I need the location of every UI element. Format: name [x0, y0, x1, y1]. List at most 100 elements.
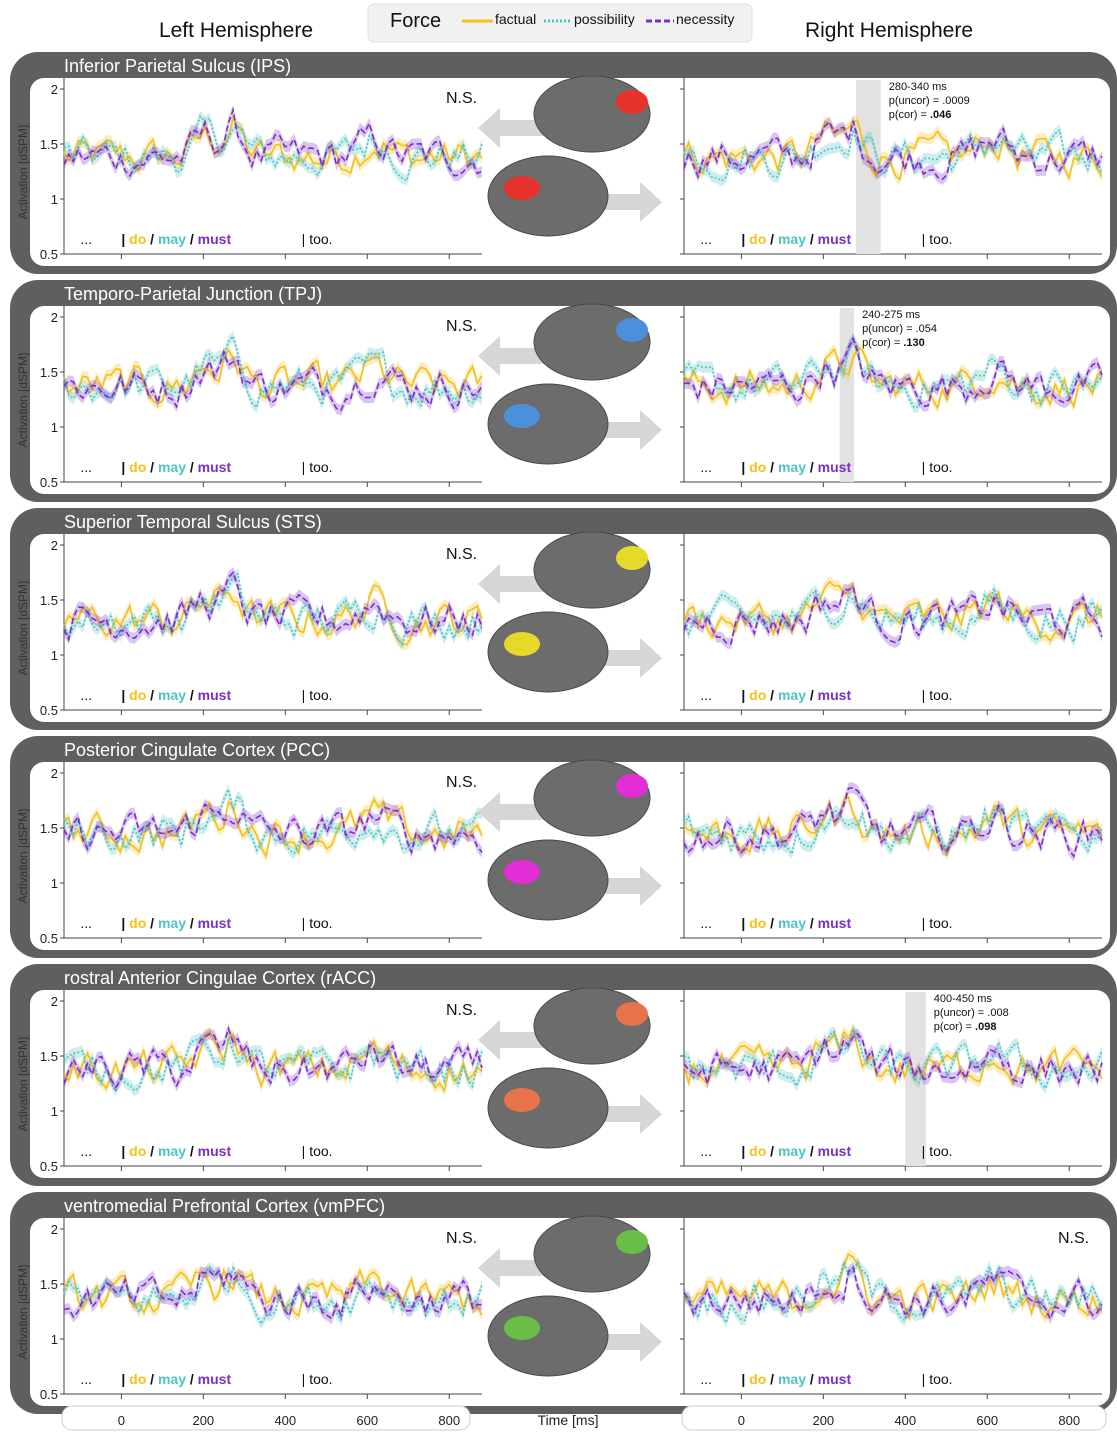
- left-plot: 0.5 1 1.5 2... | do / may / must | too. N.S.: [40, 78, 483, 262]
- series-line-factual: [683, 120, 1103, 182]
- panel-title: ventromedial Prefrontal Cortex (vmPFC): [64, 1196, 385, 1216]
- series-band-possibility: [64, 330, 482, 413]
- region-highlight-right: [616, 1002, 648, 1026]
- series-band-necessity: [684, 333, 1102, 412]
- stat-p-cor-value: .046: [930, 109, 951, 121]
- right-hemisphere-title: Right Hemisphere: [805, 19, 973, 42]
- series-line-necessity: [683, 120, 1103, 181]
- word-too: | too.: [922, 915, 953, 931]
- legend-label-factual: factual: [495, 11, 536, 27]
- series-line-necessity: [63, 1026, 483, 1089]
- word-too: | too.: [302, 687, 333, 703]
- left-plot: 0.5 1 1.5 2... | do / may / must | too. N.S.: [40, 306, 483, 490]
- word-sep1: /: [766, 459, 778, 475]
- left-x-axis-box: [61, 1405, 471, 1431]
- word-may: may: [778, 687, 806, 703]
- right-arrow: [590, 1094, 662, 1134]
- word-sep1: /: [146, 231, 158, 247]
- series-line-factual: [683, 580, 1103, 643]
- brain-right-view: [533, 531, 651, 609]
- region-highlight-left: [504, 176, 540, 200]
- brain-left-view: [487, 155, 609, 237]
- stat-window: 240-275 ms: [862, 309, 921, 321]
- word-sep2: /: [806, 231, 818, 247]
- right-arrow: [590, 638, 662, 678]
- word-must: must: [818, 687, 852, 703]
- stat-p-cor-value: .130: [903, 337, 924, 349]
- legend-title: Force: [390, 10, 441, 32]
- word-sep1: /: [146, 459, 158, 475]
- series-line-possibility: [683, 806, 1103, 856]
- right-plot: ... | do / may / must | too.: [680, 534, 1103, 715]
- word-labels-group: | do / may / must: [741, 459, 851, 475]
- stat-p-cor-prefix: p(cor) =: [889, 109, 930, 121]
- y-tick-label: 1.5: [40, 1049, 58, 1064]
- word-ellipsis: ...: [700, 1371, 712, 1387]
- word-may: may: [778, 915, 806, 931]
- stat-window: 280-340 ms: [889, 81, 948, 93]
- word-too: | too.: [302, 459, 333, 475]
- word-ellipsis: ...: [80, 1371, 92, 1387]
- y-tick-label: 0.5: [40, 703, 58, 718]
- word-labels-group: | do / may / must: [741, 1371, 851, 1387]
- word-too: | too.: [302, 1371, 333, 1387]
- word-sep1: /: [766, 231, 778, 247]
- y-tick-label: 1: [51, 1104, 58, 1119]
- ns-label: N.S.: [446, 90, 477, 107]
- legend-label-necessity: necessity: [676, 11, 734, 27]
- left-plot: 0.5 1 1.5 2... | do / may / must | too. N.S.: [40, 762, 483, 946]
- y-tick-label: 0.5: [40, 1159, 58, 1174]
- brain-illustrations: [478, 759, 662, 921]
- word-labels-group: | do / may / must: [741, 231, 851, 247]
- word-sep2: /: [186, 231, 198, 247]
- word-too: | too.: [922, 687, 953, 703]
- word-ellipsis: ...: [80, 231, 92, 247]
- word-do: do: [749, 915, 766, 931]
- stat-p-uncor: p(uncor) = .054: [862, 323, 937, 335]
- word-bar: |: [121, 915, 129, 931]
- word-may: may: [778, 1371, 806, 1387]
- stat-window: 400-450 ms: [934, 993, 993, 1005]
- series-line-necessity: [63, 571, 483, 642]
- word-may: may: [158, 231, 186, 247]
- region-highlight-left: [504, 860, 540, 884]
- ns-label: N.S.: [1058, 1230, 1089, 1247]
- series-line-possibility: [683, 337, 1103, 409]
- left-hemisphere-title: Left Hemisphere: [159, 19, 313, 42]
- word-do: do: [129, 1143, 146, 1159]
- series-line-factual: [63, 584, 483, 646]
- y-tick-label: 1.5: [40, 821, 58, 836]
- word-do: do: [749, 687, 766, 703]
- stat-p-cor-prefix: p(cor) =: [934, 1021, 975, 1033]
- region-highlight-right: [616, 90, 648, 114]
- series-band-possibility: [64, 568, 482, 650]
- region-highlight-right: [616, 1230, 648, 1254]
- word-sep2: /: [186, 687, 198, 703]
- y-axis-label: Activation [dSPM]: [16, 581, 30, 676]
- left-plot: 0.5 1 1.5 2... | do / may / must | too. N.S.: [40, 1218, 483, 1402]
- word-sep2: /: [186, 1371, 198, 1387]
- right-arrow: [590, 410, 662, 450]
- y-tick-label: 0.5: [40, 1387, 58, 1402]
- series-line-factual: [63, 348, 483, 405]
- word-sep1: /: [766, 687, 778, 703]
- word-bar: |: [741, 231, 749, 247]
- brain-left-view: [487, 611, 609, 693]
- y-tick-label: 0.5: [40, 475, 58, 490]
- word-may: may: [778, 1143, 806, 1159]
- word-labels-group: | do / may / must: [741, 1143, 851, 1159]
- left-arrow: [478, 108, 560, 148]
- y-axis-label: Activation [dSPM]: [16, 1265, 30, 1360]
- word-sep1: /: [146, 1143, 158, 1159]
- series-band-possibility: [64, 783, 482, 859]
- word-do: do: [749, 1371, 766, 1387]
- left-arrow: [478, 1020, 560, 1060]
- word-labels-group: | do / may / must: [121, 231, 231, 247]
- word-do: do: [129, 1371, 146, 1387]
- word-too: | too.: [922, 1143, 953, 1159]
- panel-1: Temporo-Parietal Junction (TPJ) Activatio…: [10, 280, 1117, 502]
- left-arrow: [478, 336, 560, 376]
- region-highlight-right: [616, 546, 648, 570]
- right-plot: ... | do / may / must | too. 400-450 ms p(un…: [680, 990, 1103, 1171]
